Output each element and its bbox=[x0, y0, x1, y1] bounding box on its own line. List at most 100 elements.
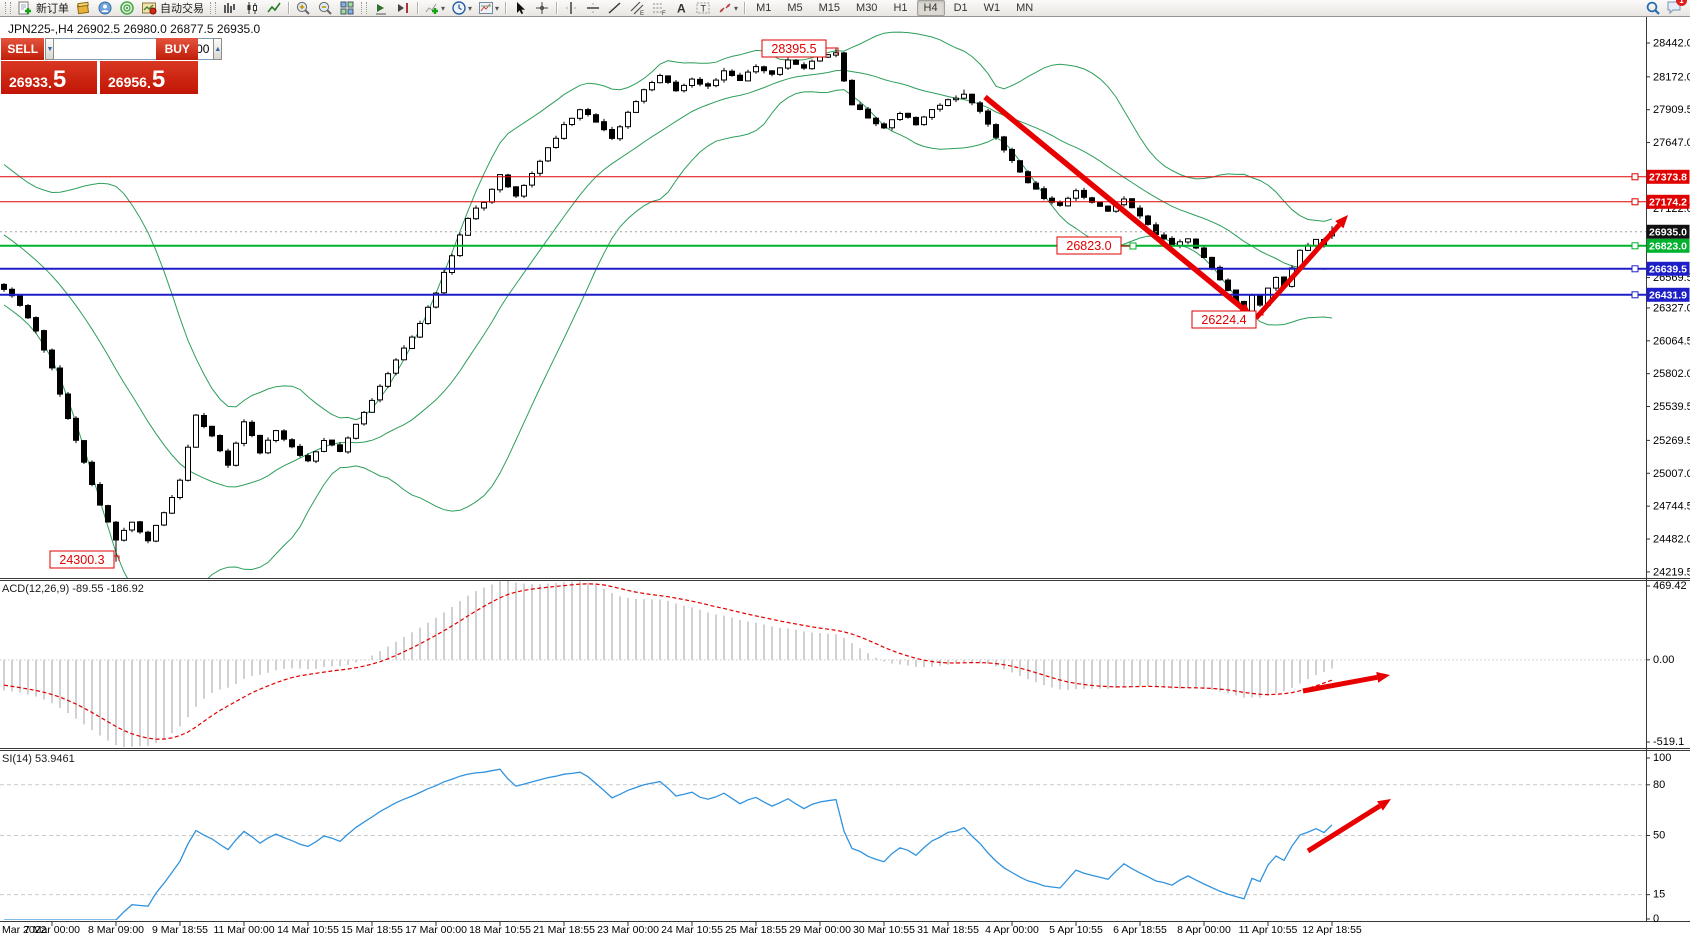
timeframe-m5[interactable]: M5 bbox=[787, 2, 803, 14]
buy-button[interactable]: BUY bbox=[156, 38, 198, 60]
indicators-button[interactable]: ▾ bbox=[421, 1, 448, 16]
chevron-down-icon[interactable]: ▾ bbox=[441, 3, 446, 13]
candle-bear bbox=[113, 521, 119, 541]
candle-bull bbox=[401, 347, 407, 361]
vline-button[interactable] bbox=[560, 1, 582, 16]
toolbar-grip[interactable] bbox=[210, 2, 216, 14]
price-axis-label: 26064.5 bbox=[1653, 335, 1690, 347]
hline-handle[interactable] bbox=[1631, 198, 1639, 206]
timeframe-m1[interactable]: M1 bbox=[756, 2, 772, 14]
candle-bear bbox=[801, 64, 807, 69]
price-tag-text: 26639.5 bbox=[1649, 263, 1687, 275]
timeframe-w1[interactable]: W1 bbox=[983, 2, 1001, 14]
annotation-box[interactable] bbox=[1056, 236, 1122, 255]
candle-bear bbox=[249, 421, 255, 436]
timeframe-h1[interactable]: H1 bbox=[893, 2, 908, 14]
time-axis-label: 6 Apr 18:55 bbox=[1113, 924, 1167, 936]
sell-price[interactable]: 26933. 5 bbox=[1, 61, 97, 94]
annotation-box[interactable] bbox=[1191, 310, 1257, 329]
line-chart-button[interactable] bbox=[263, 1, 285, 16]
volume-increase-button[interactable]: ▲ bbox=[213, 38, 223, 60]
timeframe-mn[interactable]: MN bbox=[1016, 2, 1034, 14]
rsi-label: SI(14) 53.9461 bbox=[2, 753, 75, 765]
annotation-handle[interactable] bbox=[1129, 242, 1137, 250]
macd-axis-label: 0.00 bbox=[1653, 654, 1674, 666]
timeframe-d1[interactable]: D1 bbox=[953, 2, 968, 14]
candle-bear bbox=[305, 455, 311, 462]
macd-arrow-up[interactable] bbox=[1302, 674, 1378, 694]
volume-stepper: ▼ ▲ bbox=[45, 38, 223, 60]
chevron-down-icon[interactable]: ▾ bbox=[468, 3, 473, 13]
text-label-button[interactable]: T bbox=[692, 1, 714, 16]
fibonacci-button[interactable]: F bbox=[648, 1, 670, 16]
tile-windows-button[interactable] bbox=[336, 1, 358, 16]
cursor-button[interactable] bbox=[509, 1, 531, 16]
buy-price-dot: . bbox=[146, 75, 151, 91]
hline-handle[interactable] bbox=[1631, 173, 1639, 181]
annotation-text: 26224.4 bbox=[1201, 313, 1246, 327]
new-order-button[interactable]: 新订单 bbox=[14, 1, 72, 16]
toolbar-grip[interactable] bbox=[361, 2, 367, 14]
hline-handle[interactable] bbox=[1631, 291, 1639, 299]
chevron-down-icon[interactable]: ▾ bbox=[734, 3, 739, 13]
toolbar-sep bbox=[505, 2, 507, 14]
autotrade-button[interactable]: 自动交易 bbox=[138, 1, 207, 16]
hline-button[interactable] bbox=[582, 1, 604, 16]
annotation-connector bbox=[114, 555, 120, 561]
zoom-in-button[interactable] bbox=[292, 1, 314, 16]
candle-bull bbox=[481, 201, 487, 209]
timeframe-h4[interactable]: H4 bbox=[916, 0, 945, 16]
text-button[interactable]: A bbox=[670, 1, 692, 16]
timeframe-m15[interactable]: M15 bbox=[818, 2, 841, 14]
signals-icon[interactable] bbox=[116, 1, 138, 16]
chart-ohlc-header: JPN225-,H4 26902.5 26980.0 26877.5 26935… bbox=[8, 22, 261, 36]
candle-bear bbox=[281, 430, 287, 440]
volume-decrease-button[interactable]: ▼ bbox=[45, 38, 55, 60]
candle-bull bbox=[185, 446, 191, 481]
buy-price[interactable]: 26956. 5 bbox=[100, 61, 198, 94]
timeframe-m30[interactable]: M30 bbox=[856, 2, 878, 14]
linechart-icon bbox=[266, 0, 282, 16]
crosshair-button[interactable] bbox=[531, 1, 553, 16]
trend-arrow-down[interactable] bbox=[983, 94, 1244, 310]
hline-handle[interactable] bbox=[1631, 265, 1639, 273]
time-axis-label: 17 Mar 00:00 bbox=[405, 924, 467, 936]
community-icon[interactable] bbox=[94, 1, 116, 16]
chart-profile-icon[interactable] bbox=[72, 1, 94, 16]
trend-arrow-up[interactable] bbox=[1254, 223, 1342, 320]
channel-button[interactable]: E bbox=[626, 1, 648, 16]
search-button[interactable] bbox=[1642, 1, 1664, 16]
price-annotations[interactable]: 28395.5 26823.0 26224.4 24300.3 bbox=[49, 39, 1264, 569]
arrows-button[interactable]: ▾ bbox=[714, 1, 741, 16]
periods-button[interactable]: ▾ bbox=[448, 1, 475, 16]
macd-label: ACD(12,26,9) -89.55 -186.92 bbox=[2, 583, 144, 595]
chart-shift-button[interactable] bbox=[392, 1, 414, 16]
candlestick-button[interactable] bbox=[241, 1, 263, 16]
rsi-axis-label: 15 bbox=[1653, 889, 1665, 901]
trendline-button[interactable] bbox=[604, 1, 626, 16]
candle-bull bbox=[393, 359, 399, 374]
chat-button[interactable]: 1 bbox=[1666, 0, 1687, 18]
annotation-box[interactable] bbox=[761, 39, 827, 58]
zoom-out-button[interactable] bbox=[314, 1, 336, 16]
trend-arrows[interactable] bbox=[983, 94, 1391, 854]
candle-bull bbox=[577, 109, 583, 119]
annotation-box[interactable] bbox=[49, 550, 115, 569]
labelT-icon: T bbox=[695, 0, 711, 16]
auto-scroll-button[interactable] bbox=[370, 1, 392, 16]
sell-button[interactable]: SELL bbox=[1, 38, 45, 60]
rsi-axis-label: 100 bbox=[1653, 752, 1671, 764]
rsi-arrow-up[interactable] bbox=[1306, 803, 1382, 854]
price-axis-label: 25007.0 bbox=[1653, 468, 1690, 480]
chevron-down-icon[interactable]: ▾ bbox=[495, 3, 500, 13]
templates-button[interactable]: ▾ bbox=[475, 1, 502, 16]
bar-chart-button[interactable] bbox=[219, 1, 241, 16]
horizontal-lines[interactable] bbox=[0, 173, 1646, 299]
candle-bull bbox=[777, 67, 783, 75]
hline-handle[interactable] bbox=[1631, 242, 1639, 250]
toolbar-grip[interactable] bbox=[5, 2, 11, 14]
candle-bear bbox=[1217, 266, 1223, 281]
candle-bear bbox=[977, 102, 983, 112]
candle-bear bbox=[665, 75, 671, 83]
